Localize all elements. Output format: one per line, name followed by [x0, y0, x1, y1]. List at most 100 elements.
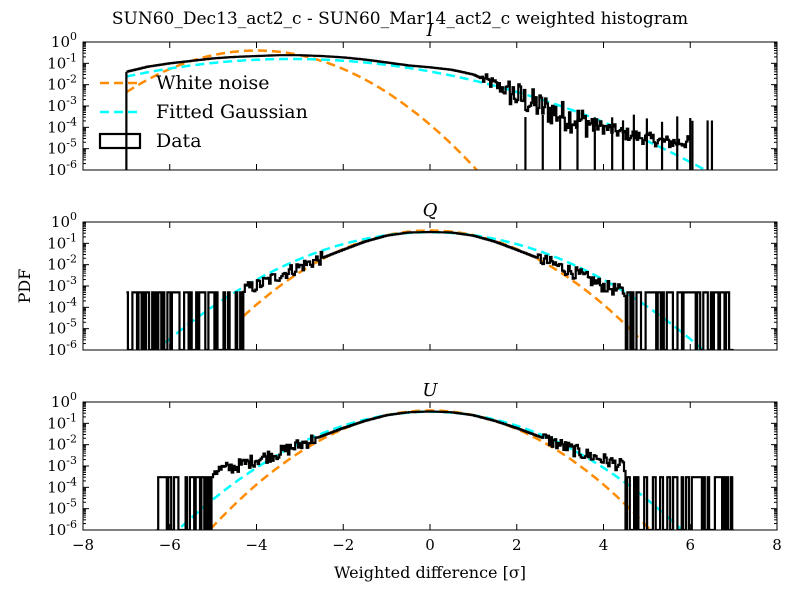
- panel-title: I: [425, 20, 434, 41]
- y-tick-label: 10-6: [47, 518, 77, 539]
- data-histogram: [126, 54, 691, 149]
- y-tick-exponent: -4: [66, 295, 77, 308]
- y-tick-exponent: -6: [66, 338, 77, 351]
- panel-title: Q: [423, 200, 438, 221]
- x-axis-label: Weighted difference [σ]: [334, 563, 526, 582]
- data-histogram: [156, 410, 734, 530]
- x-tick-label: 8: [772, 536, 782, 554]
- y-tick-label: 10-2: [47, 73, 77, 94]
- y-tick-exponent: 0: [70, 390, 77, 403]
- y-tick-exponent: -3: [66, 274, 77, 287]
- figure-title: SUN60_Dec13_act2_c - SUN60_Mar14_act2_c …: [112, 9, 688, 29]
- y-tick-base: 10: [47, 478, 66, 496]
- y-axis-label: PDF: [15, 269, 34, 304]
- y-tick-base: 10: [47, 97, 66, 115]
- y-tick-exponent: -4: [66, 475, 77, 488]
- y-tick-base: 10: [47, 341, 66, 359]
- y-tick-label: 100: [51, 390, 77, 411]
- y-tick-exponent: -3: [66, 454, 77, 467]
- plot-area: [156, 409, 734, 530]
- series-fitted-gaussian: [164, 231, 706, 350]
- panels-group: I10010-110-210-310-410-510-6Q10010-110-2…: [47, 20, 782, 554]
- y-tick-label: 10-3: [47, 274, 77, 295]
- y-tick-label: 10-1: [47, 51, 77, 72]
- y-tick-label: 10-5: [47, 317, 77, 338]
- series-white-noise: [242, 229, 640, 339]
- y-tick-exponent: -1: [66, 51, 77, 64]
- y-tick-label: 10-4: [47, 115, 77, 136]
- y-tick-exponent: -4: [66, 115, 77, 128]
- y-tick-base: 10: [47, 76, 66, 94]
- x-tick-label: 0: [425, 536, 435, 554]
- legend-item-white-noise: White noise: [100, 72, 270, 94]
- y-tick-label: 10-1: [47, 231, 77, 252]
- y-tick-base: 10: [47, 521, 66, 539]
- y-tick-base: 10: [47, 414, 66, 432]
- y-tick-label: 10-5: [47, 497, 77, 518]
- y-tick-exponent: -2: [66, 433, 77, 446]
- y-tick-exponent: -3: [66, 94, 77, 107]
- y-tick-exponent: -1: [66, 411, 77, 424]
- y-tick-exponent: -5: [66, 137, 77, 150]
- y-tick-base: 10: [47, 436, 66, 454]
- series-data: [156, 410, 734, 530]
- y-tick-label: 10-4: [47, 295, 77, 316]
- series-white-noise: [125, 49, 479, 170]
- x-tick-label: −2: [332, 536, 354, 554]
- x-tick-label: 6: [685, 536, 695, 554]
- y-tick-base: 10: [47, 234, 66, 252]
- y-tick-exponent: -2: [66, 73, 77, 86]
- x-tick-label: −4: [245, 536, 267, 554]
- y-tick-base: 10: [47, 320, 66, 338]
- y-tick-label: 10-1: [47, 411, 77, 432]
- x-tick-label: 4: [599, 536, 609, 554]
- series-data: [126, 230, 734, 350]
- y-tick-label: 10-6: [47, 158, 77, 179]
- y-tick-label: 10-6: [47, 338, 77, 359]
- data-histogram: [126, 230, 734, 350]
- y-tick-exponent: 0: [70, 210, 77, 223]
- y-tick-base: 10: [47, 500, 66, 518]
- plot-area: [126, 229, 734, 350]
- y-tick-label: 10-4: [47, 475, 77, 496]
- y-tick-base: 10: [47, 277, 66, 295]
- legend-item-data: Data: [98, 130, 202, 152]
- y-tick-label: 100: [51, 210, 77, 231]
- legend-label: Fitted Gaussian: [156, 101, 308, 123]
- legend-label: Data: [156, 130, 202, 152]
- y-tick-base: 10: [47, 140, 66, 158]
- legend-item-fitted-gaussian: Fitted Gaussian: [100, 101, 308, 123]
- legend-label: White noise: [156, 72, 270, 94]
- y-tick-exponent: -1: [66, 231, 77, 244]
- y-tick-exponent: -5: [66, 317, 77, 330]
- x-tick-label: 2: [512, 536, 522, 554]
- y-tick-exponent: -6: [66, 158, 77, 171]
- y-tick-label: 10-3: [47, 454, 77, 475]
- y-tick-base: 10: [51, 393, 70, 411]
- y-tick-label: 10-5: [47, 137, 77, 158]
- plot-area: [125, 49, 714, 170]
- y-tick-base: 10: [47, 256, 66, 274]
- y-tick-base: 10: [51, 33, 70, 51]
- y-tick-label: 100: [51, 30, 77, 51]
- y-tick-exponent: 0: [70, 30, 77, 43]
- y-tick-base: 10: [51, 213, 70, 231]
- y-tick-base: 10: [47, 118, 66, 136]
- y-tick-base: 10: [47, 161, 66, 179]
- y-tick-base: 10: [47, 457, 66, 475]
- x-tick-label: −8: [72, 536, 94, 554]
- legend: White noise Fitted Gaussian Data: [98, 72, 308, 152]
- y-tick-exponent: -2: [66, 253, 77, 266]
- y-tick-exponent: -5: [66, 497, 77, 510]
- panel-title: U: [422, 380, 438, 401]
- y-tick-label: 10-2: [47, 433, 77, 454]
- legend-swatch: [98, 132, 142, 150]
- series-data: [125, 54, 714, 170]
- x-tick-label: −6: [159, 536, 181, 554]
- y-tick-exponent: -6: [66, 518, 77, 531]
- y-tick-label: 10-3: [47, 94, 77, 115]
